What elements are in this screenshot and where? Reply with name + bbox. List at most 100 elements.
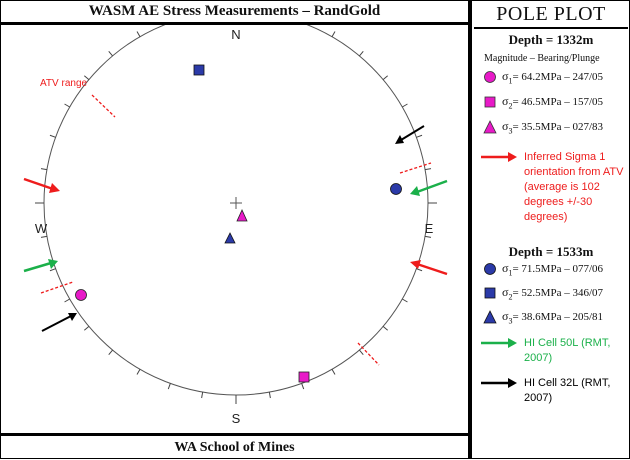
atv-description: Inferred Sigma 1 orientation from ATV (a… bbox=[524, 151, 624, 223]
sigma2-1332-marker bbox=[298, 371, 310, 383]
stereonet-tick bbox=[108, 51, 113, 57]
sigma-symbol: σ bbox=[502, 69, 509, 83]
sigma-value: = 38.6MPa – 205/81 bbox=[512, 311, 604, 324]
stereonet-tick bbox=[382, 75, 388, 80]
sigma-value: = 52.5MPa – 346/07 bbox=[512, 287, 604, 300]
stereonet-tick bbox=[416, 268, 423, 272]
compass-east: E bbox=[425, 221, 434, 236]
sigma1-1332-marker bbox=[75, 289, 87, 301]
sigma3-1533-marker bbox=[224, 232, 236, 244]
stereonet-circle bbox=[43, 25, 429, 396]
stereonet: N S E W ATV range bbox=[23, 25, 448, 426]
stereonet-tick bbox=[49, 268, 56, 272]
legend-atv-arrow: Inferred Sigma 1 orientation from ATV (a… bbox=[480, 150, 624, 225]
sigma-value: = 35.5MPa – 027/83 bbox=[512, 121, 604, 134]
sigma-index: 1 bbox=[508, 76, 513, 86]
stereonet-tick bbox=[64, 298, 70, 303]
depth-1332-label: Depth = 1332m bbox=[508, 32, 594, 47]
figure-title: WASM AE Stress Measurements – RandGold bbox=[1, 1, 468, 25]
legend-title-rule bbox=[474, 27, 628, 29]
sigma-index: 2 bbox=[508, 292, 513, 302]
compass-south: S bbox=[232, 411, 241, 426]
sigma-index: 1 bbox=[508, 268, 513, 278]
triangle-marker-icon bbox=[482, 309, 498, 325]
atv-limit-se bbox=[357, 342, 380, 366]
stereonet-tick bbox=[331, 369, 336, 375]
sigma-index: 3 bbox=[508, 316, 513, 326]
legend-sigma3-1332: σ3 = 35.5MPa – 027/83 bbox=[482, 119, 603, 135]
stereonet-tick bbox=[136, 369, 141, 375]
stereonet-tick bbox=[84, 75, 90, 80]
green-arrow-east bbox=[410, 179, 448, 196]
compass-north: N bbox=[231, 27, 240, 42]
stereonet-tick bbox=[359, 51, 364, 57]
stereonet-tick bbox=[49, 134, 56, 138]
sigma-value: = 71.5MPa – 077/06 bbox=[512, 263, 604, 276]
stereonet-tick bbox=[424, 235, 432, 238]
sigma-symbol: σ bbox=[502, 119, 509, 133]
stereonet-tick bbox=[40, 168, 48, 171]
stereonet-tick bbox=[301, 383, 305, 390]
red-arrow-east bbox=[410, 260, 448, 276]
red-arrow-west bbox=[23, 177, 60, 193]
black-arrow-sw bbox=[41, 313, 77, 332]
stereonet-tick bbox=[382, 326, 388, 331]
circle-marker-icon bbox=[482, 69, 498, 85]
sigma3-1332-marker bbox=[236, 209, 248, 222]
sigma1-1533-marker bbox=[390, 183, 402, 195]
green-arrow-west bbox=[23, 259, 58, 273]
atv-range-label: ATV range bbox=[40, 78, 87, 89]
green-arrow-icon bbox=[481, 338, 517, 348]
triangle-marker-icon bbox=[482, 119, 498, 135]
legend-sigma1-1533: σ1 = 71.5MPa – 077/06 bbox=[482, 261, 603, 277]
black-arrow-ne bbox=[395, 125, 425, 144]
square-marker-icon bbox=[482, 285, 498, 301]
atv-limit-wsw bbox=[40, 281, 74, 294]
stereonet-tick bbox=[201, 391, 204, 399]
square-marker-icon bbox=[482, 94, 498, 110]
stereonet-tick bbox=[40, 235, 48, 238]
stereonet-tick bbox=[424, 168, 432, 171]
legend-sigma3-1533: σ3 = 38.6MPa – 205/81 bbox=[482, 309, 603, 325]
stereonet-tick bbox=[402, 103, 408, 108]
legend-sigma1-1332: σ1 = 64.2MPa – 247/05 bbox=[482, 69, 603, 85]
stereonet-tick bbox=[331, 31, 336, 37]
panel-divider bbox=[468, 1, 472, 458]
stereonet-ticks bbox=[35, 31, 437, 404]
stereonet-tick bbox=[359, 349, 364, 355]
sigma-symbol: σ bbox=[502, 261, 509, 275]
hi32-description: HI Cell 32L (RMT, 2007) bbox=[524, 377, 611, 404]
legend-sigma2-1332: σ2 = 46.5MPa – 157/05 bbox=[482, 94, 603, 110]
legend-hi32-arrow: HI Cell 32L (RMT, 2007) bbox=[480, 376, 624, 406]
stereonet-tick bbox=[167, 383, 171, 390]
stereonet-tick bbox=[402, 298, 408, 303]
stereonet-tick bbox=[84, 326, 90, 331]
sigma-index: 2 bbox=[508, 101, 513, 111]
figure-footer: WA School of Mines bbox=[1, 433, 468, 460]
stereonet-tick bbox=[136, 31, 141, 37]
sigma2-1533-marker bbox=[193, 64, 205, 76]
circle-marker-icon bbox=[482, 261, 498, 277]
legend-title: POLE PLOT bbox=[496, 3, 606, 25]
sigma-value: = 64.2MPa – 247/05 bbox=[512, 71, 604, 84]
stereonet-tick bbox=[416, 134, 423, 138]
sigma-symbol: σ bbox=[502, 285, 509, 299]
depth-1533-label: Depth = 1533m bbox=[508, 244, 594, 259]
legend-subhead: Magnitude – Bearing/Plunge bbox=[484, 53, 600, 64]
red-arrow-icon bbox=[481, 152, 517, 162]
center-cross bbox=[230, 197, 242, 209]
sigma-symbol: σ bbox=[502, 94, 509, 108]
compass-west: W bbox=[35, 221, 48, 236]
black-arrow-icon bbox=[481, 378, 517, 388]
stereonet-tick bbox=[268, 391, 271, 399]
atv-limit-nw bbox=[91, 94, 116, 118]
legend-hi50-arrow: HI Cell 50L (RMT, 2007) bbox=[480, 336, 624, 366]
stereonet-tick bbox=[108, 349, 113, 355]
sigma-symbol: σ bbox=[502, 309, 509, 323]
stereonet-tick bbox=[64, 103, 70, 108]
hi50-description: HI Cell 50L (RMT, 2007) bbox=[524, 337, 611, 364]
atv-limit-ene bbox=[399, 162, 432, 174]
sigma-index: 3 bbox=[508, 126, 513, 136]
sigma-value: = 46.5MPa – 157/05 bbox=[512, 96, 604, 109]
legend-sigma2-1533: σ2 = 52.5MPa – 346/07 bbox=[482, 285, 603, 301]
